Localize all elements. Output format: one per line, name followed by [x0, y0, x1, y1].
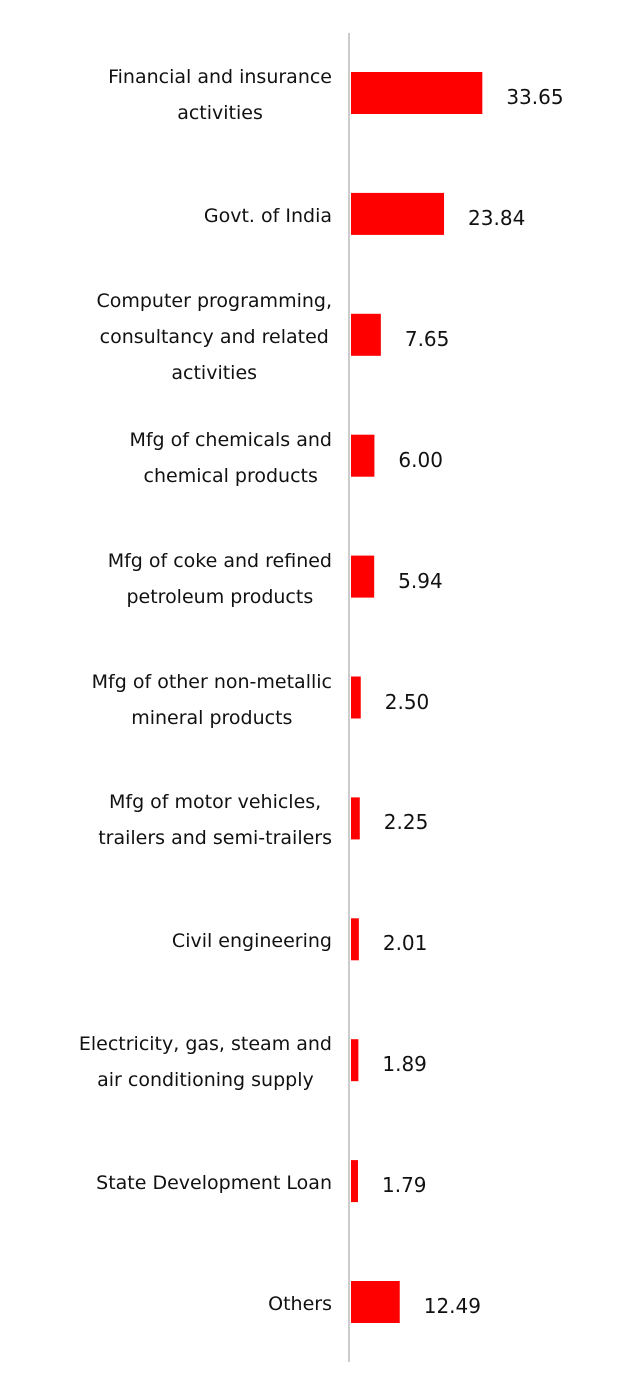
bar: [351, 192, 445, 235]
bar: [351, 434, 375, 477]
category-label: Mfg of other non-metallic mineral produc…: [91, 670, 332, 729]
category-label: Computer programming, consultancy and re…: [96, 289, 332, 384]
category-label: Electricity, gas, steam and air conditio…: [78, 1033, 332, 1092]
bar: [351, 555, 375, 598]
category-label: Mfg of motor vehicles, trailers and semi…: [98, 791, 332, 850]
value-label: 2.25: [383, 810, 429, 835]
value-label: 33.65: [506, 85, 564, 109]
value-label: 2.50: [384, 689, 430, 714]
category-label: Civil engineering: [171, 930, 332, 953]
value-label: 12.49: [423, 1294, 481, 1318]
value-label: 2.01: [382, 931, 428, 956]
bar: [351, 1039, 359, 1082]
bar: [351, 1281, 400, 1323]
category-label: Others: [268, 1293, 332, 1315]
bar: [351, 72, 483, 114]
category-label: Mfg of chemicals and chemical products: [129, 428, 332, 487]
value-label: 1.89: [382, 1052, 427, 1077]
value-label: 5.94: [398, 568, 443, 593]
value-label: 23.84: [468, 205, 526, 230]
bar: [351, 797, 360, 840]
value-label: 1.79: [381, 1173, 427, 1198]
category-label: Govt. of India: [203, 204, 332, 227]
category-label: Financial and insurance activities: [108, 66, 332, 124]
category-label: Mfg of coke and refined petroleum produc…: [107, 549, 332, 608]
value-label: 6.00: [398, 447, 443, 472]
bar: [351, 676, 361, 719]
bar: [351, 918, 359, 961]
bar: [351, 313, 381, 356]
value-label: 7.65: [404, 326, 450, 351]
bar: [351, 1160, 358, 1203]
category-label: State Development Loan: [96, 1172, 332, 1195]
